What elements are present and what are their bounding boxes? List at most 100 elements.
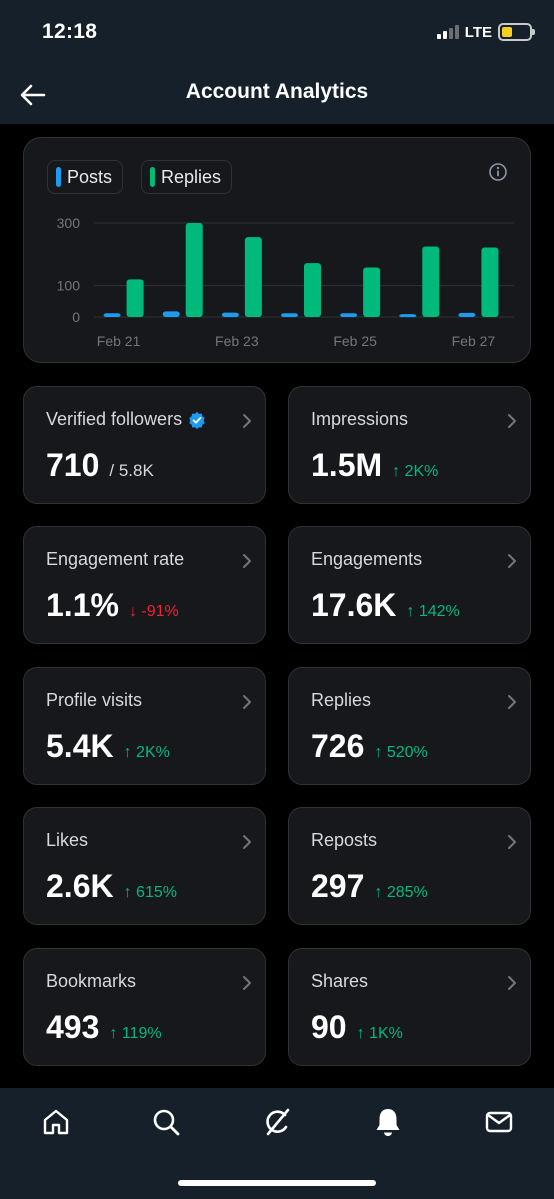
y-tick-label: 300	[57, 215, 81, 231]
metric-value-row: 710 / 5.8K	[46, 447, 154, 484]
metric-value-row: 297 ↑ 285%	[311, 868, 428, 905]
analytics-bar-chart: 0 100 300 Feb 21 Feb 23 Feb 25 Feb 27	[57, 215, 514, 349]
metric-label-text: Verified followers	[46, 409, 183, 429]
metric-change: ↑ 520%	[374, 744, 428, 761]
chevron-right-icon	[508, 554, 516, 568]
y-tick-label: 100	[57, 278, 81, 294]
metric-change: ↑ 2K%	[123, 744, 170, 761]
nav-grok[interactable]	[259, 1104, 295, 1140]
metric-card-profile-visits[interactable]: Profile visits 5.4K ↑ 2K%	[23, 667, 266, 785]
metric-change: ↑ 2K%	[392, 463, 439, 480]
metric-card-reposts[interactable]: Reposts 297 ↑ 285%	[288, 807, 531, 925]
nav-notifications[interactable]	[370, 1104, 406, 1140]
bar-posts-feb-21	[103, 313, 121, 317]
posts-swatch	[56, 167, 61, 187]
legend-replies-label: Replies	[161, 166, 222, 187]
metric-label: Shares	[311, 971, 369, 991]
metric-value-row: 90 ↑ 1K%	[311, 1009, 403, 1046]
bar-posts-feb-24	[281, 313, 298, 317]
bar-replies-feb-27	[481, 247, 499, 317]
home-icon	[43, 1109, 69, 1135]
metric-label: Likes	[46, 830, 89, 850]
metric-change: ↑ 142%	[406, 603, 460, 620]
bar-posts-feb-25	[340, 313, 358, 317]
chevron-right-icon	[243, 554, 251, 568]
header: Account Analytics	[0, 66, 554, 124]
info-button[interactable]	[488, 162, 508, 182]
search-icon	[153, 1109, 180, 1136]
metric-value-row: 17.6K ↑ 142%	[311, 587, 460, 624]
metric-value: 90	[311, 1009, 347, 1045]
metric-value-row: 493 ↑ 119%	[46, 1009, 162, 1046]
metric-change: ↑ 1K%	[356, 1025, 403, 1042]
nav-messages[interactable]	[481, 1104, 517, 1140]
metric-card-impressions[interactable]: Impressions 1.5M ↑ 2K%	[288, 386, 531, 504]
metric-card-replies[interactable]: Replies 726 ↑ 520%	[288, 667, 531, 785]
metric-value: 493	[46, 1009, 100, 1045]
battery-icon	[498, 23, 535, 41]
chevron-right-icon	[243, 976, 251, 990]
metric-card-engagements[interactable]: Engagements 17.6K ↑ 142%	[288, 526, 531, 644]
status-time: 12:18	[42, 20, 98, 43]
home-indicator	[178, 1180, 376, 1186]
grok-icon	[266, 1108, 290, 1136]
metric-value-row: 726 ↑ 520%	[311, 728, 428, 765]
legend-posts[interactable]: Posts	[47, 160, 124, 194]
arrow-left-icon	[20, 84, 46, 106]
metric-label: Profile visits	[46, 690, 143, 710]
metric-value: 1.1%	[46, 587, 119, 623]
chevron-right-icon	[508, 835, 516, 849]
metric-value-row: 1.5M ↑ 2K%	[311, 447, 438, 484]
metric-change: ↑ 119%	[109, 1025, 162, 1042]
metric-value: 297	[311, 868, 365, 904]
chevron-right-icon	[243, 695, 251, 709]
nav-home[interactable]	[38, 1104, 74, 1140]
chevron-right-icon	[508, 976, 516, 990]
messages-envelope-icon	[485, 1111, 513, 1133]
metric-card-verified-followers[interactable]: Verified followers 710 / 5.8K	[23, 386, 266, 504]
metric-card-likes[interactable]: Likes 2.6K ↑ 615%	[23, 807, 266, 925]
bar-posts-feb-22	[162, 311, 180, 317]
nav-search[interactable]	[148, 1104, 184, 1140]
metric-label: Verified followers	[46, 409, 206, 430]
metric-label: Engagement rate	[46, 549, 185, 569]
legend-replies[interactable]: Replies	[141, 160, 233, 194]
signal-strength-icon	[436, 25, 459, 39]
metric-total: / 5.8K	[109, 461, 154, 480]
metric-label: Impressions	[311, 409, 409, 429]
metric-value: 2.6K	[46, 868, 114, 904]
back-button[interactable]	[16, 78, 50, 112]
bar-posts-feb-27	[458, 312, 476, 317]
notifications-bell-icon	[376, 1109, 400, 1136]
metric-value-row: 5.4K ↑ 2K%	[46, 728, 170, 765]
metric-value-row: 2.6K ↑ 615%	[46, 868, 177, 905]
x-tick-label: Feb 25	[333, 333, 377, 349]
status-bar: 12:18 LTE	[0, 0, 554, 66]
x-tick-label: Feb 23	[215, 333, 259, 349]
metric-card-shares[interactable]: Shares 90 ↑ 1K%	[288, 948, 531, 1066]
bar-replies-feb-26	[422, 246, 440, 317]
metric-label: Engagements	[311, 549, 423, 569]
info-icon	[489, 163, 507, 181]
chart-card: Posts Replies 0 100 300 Feb 21 Feb 23 Feb 25 F…	[23, 137, 531, 363]
metric-value: 5.4K	[46, 728, 114, 764]
metric-value-row: 1.1% ↓ -91%	[46, 587, 179, 624]
metric-card-bookmarks[interactable]: Bookmarks 493 ↑ 119%	[23, 948, 266, 1066]
metric-label: Replies	[311, 690, 372, 710]
metric-value: 726	[311, 728, 365, 764]
bar-posts-feb-23	[221, 312, 239, 317]
chevron-right-icon	[243, 414, 251, 428]
metric-value: 17.6K	[311, 587, 397, 623]
metric-change: ↑ 285%	[374, 884, 428, 901]
network-type: LTE	[464, 23, 492, 41]
replies-swatch	[150, 167, 155, 187]
chevron-right-icon	[508, 414, 516, 428]
metric-card-engagement-rate[interactable]: Engagement rate 1.1% ↓ -91%	[23, 526, 266, 644]
status-indicators: LTE	[436, 23, 535, 41]
metric-change: ↓ -91%	[128, 603, 179, 620]
metric-value: 1.5M	[311, 447, 383, 483]
bar-replies-feb-24	[304, 263, 321, 317]
metric-label: Reposts	[311, 830, 378, 850]
verified-badge-icon	[189, 411, 205, 429]
bar-replies-feb-23	[244, 237, 262, 317]
